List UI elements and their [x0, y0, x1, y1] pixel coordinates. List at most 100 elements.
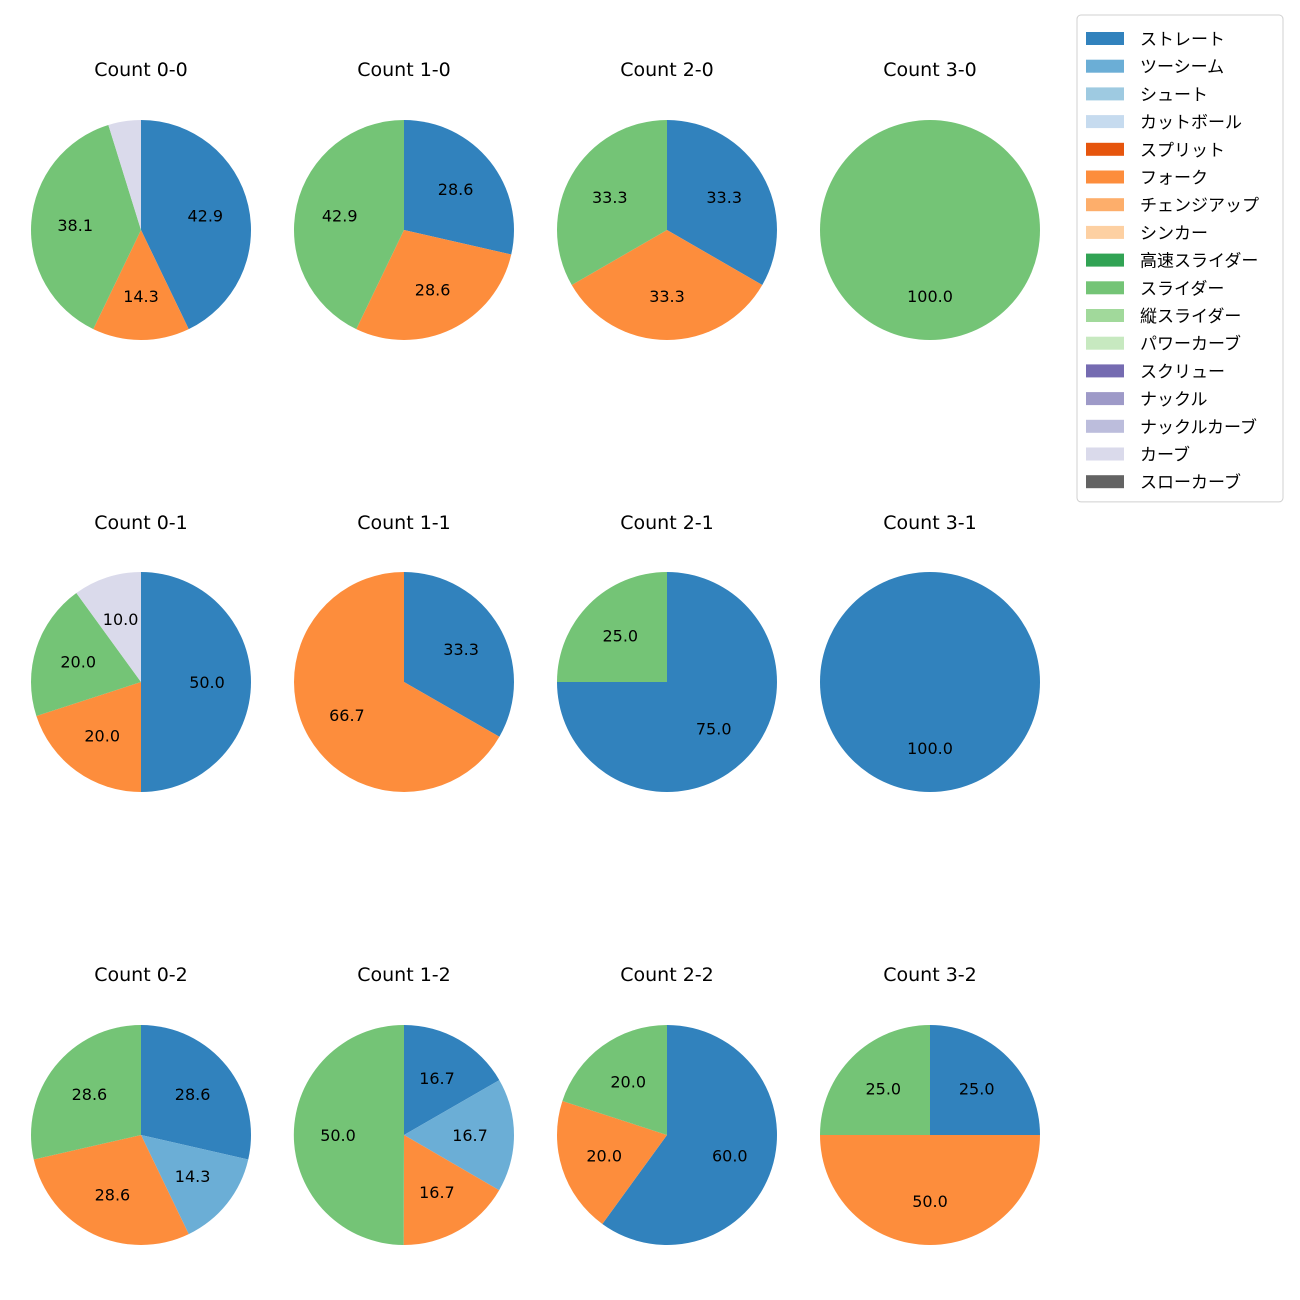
- legend-swatch: [1086, 309, 1124, 322]
- pie-slice: [356, 230, 512, 341]
- legend-swatch: [1086, 253, 1124, 267]
- legend-label: パワーカーブ: [1140, 334, 1241, 355]
- pie-slice: [141, 1025, 251, 1160]
- legend-label: スローカーブ: [1140, 472, 1241, 493]
- legend-swatch: [1086, 87, 1124, 101]
- pie-count-1-2: Count 1-2 16.7 16.7 16.7 50.0: [293, 964, 515, 1246]
- pie-slice: [404, 572, 515, 737]
- slice-label: 33.3: [443, 640, 479, 659]
- pie-title: Count 0-2: [94, 964, 188, 986]
- pie-slice: [293, 120, 404, 330]
- legend-item: シンカー: [1086, 224, 1208, 244]
- pie-slice: [820, 120, 1040, 340]
- pie-count-2-1: Count 2-1 75.0 25.0: [557, 512, 777, 792]
- pie-slice: [30, 593, 142, 716]
- slice-label: 33.3: [649, 287, 685, 306]
- pie-slice: [562, 1025, 667, 1135]
- legend-item: カーブ: [1086, 445, 1190, 466]
- legend-swatch: [1086, 392, 1124, 406]
- pie-slice: [820, 1025, 930, 1135]
- pie-slice: [820, 572, 1040, 792]
- legend-label: ナックル: [1140, 390, 1208, 410]
- legend-item: ナックル: [1086, 390, 1208, 410]
- pie-slice: [557, 120, 667, 285]
- pie-slice: [76, 572, 141, 682]
- slice-label: 20.0: [610, 1073, 646, 1092]
- slice-label: 16.7: [419, 1183, 455, 1202]
- pie-count-2-0: Count 2-0 33.3 33.3 33.3: [557, 59, 777, 340]
- pie-title: Count 3-2: [883, 964, 977, 986]
- slice-label: 50.0: [912, 1192, 948, 1211]
- legend-label: スクリュー: [1140, 362, 1225, 382]
- pie-slice: [141, 572, 251, 792]
- slice-label: 25.0: [865, 1079, 901, 1098]
- slice-label: 42.9: [187, 206, 223, 225]
- pie-slice: [571, 230, 763, 340]
- slice-label: 38.1: [57, 216, 93, 235]
- legend-item: スローカーブ: [1086, 472, 1241, 493]
- legend-swatch: [1086, 115, 1124, 129]
- legend: ストレートツーシームシュートカットボールスプリットフォークチェンジアップシンカー…: [1076, 14, 1284, 503]
- legend-label: チェンジアップ: [1140, 196, 1259, 216]
- legend-label: カットボール: [1140, 113, 1242, 133]
- pie-count-3-0: Count 3-0 100.0: [820, 59, 1040, 340]
- slice-label: 50.0: [320, 1126, 356, 1145]
- pie-slice: [93, 230, 189, 341]
- legend-swatch: [1086, 364, 1124, 378]
- slice-label: 28.6: [95, 1186, 131, 1205]
- legend-label: フォーク: [1140, 169, 1208, 189]
- pie-slice: [930, 1025, 1040, 1135]
- legend-item: チェンジアップ: [1086, 196, 1259, 216]
- slice-label: 25.0: [602, 626, 638, 645]
- pie-slice: [404, 120, 514, 255]
- pie-count-3-1: Count 3-1 100.0: [820, 512, 1040, 792]
- pie-count-0-2: Count 0-2 28.6 14.3 28.6 28.6: [31, 964, 251, 1246]
- pie-title: Count 1-1: [357, 512, 451, 534]
- legend-swatch: [1086, 59, 1124, 73]
- slice-label: 14.3: [175, 1167, 211, 1186]
- pie-slice: [403, 1135, 500, 1246]
- legend-item: ストレート: [1086, 30, 1225, 50]
- legend-label: 高速スライダー: [1140, 252, 1258, 272]
- pie-slice: [557, 572, 667, 682]
- legend-item: 縦スライダー: [1086, 307, 1241, 327]
- pie-slice: [294, 572, 500, 792]
- slice-label: 25.0: [959, 1079, 995, 1098]
- legend-item: スプリット: [1086, 141, 1225, 161]
- legend-swatch: [1086, 198, 1124, 212]
- pie-title: Count 3-1: [883, 512, 977, 534]
- slice-label: 20.0: [84, 726, 120, 745]
- pie-title: Count 2-0: [620, 59, 714, 81]
- pie-slice: [404, 1080, 515, 1191]
- slice-label: 20.0: [60, 653, 96, 672]
- legend-label: カーブ: [1140, 445, 1190, 466]
- legend-item: カットボール: [1086, 113, 1242, 133]
- legend-item: 高速スライダー: [1086, 252, 1258, 272]
- pie-slice: [141, 119, 252, 330]
- legend-swatch: [1086, 281, 1124, 295]
- legend-label: ツーシーム: [1140, 58, 1224, 78]
- pie-slice: [556, 1101, 667, 1224]
- legend-label: シンカー: [1140, 224, 1208, 244]
- pie-slice: [108, 120, 141, 230]
- pie-slice: [667, 120, 777, 285]
- pie-slice: [602, 1025, 777, 1245]
- legend-item: シュート: [1086, 85, 1208, 105]
- slice-label: 28.6: [72, 1085, 108, 1104]
- slice-label: 50.0: [189, 673, 225, 692]
- pie-slice: [31, 1025, 142, 1160]
- legend-swatch: [1086, 142, 1124, 156]
- legend-label: スプリット: [1140, 141, 1225, 161]
- slice-label: 20.0: [586, 1146, 622, 1165]
- pie-count-1-0: Count 1-0 28.6 28.6 42.9: [293, 59, 514, 341]
- slice-label: 75.0: [696, 720, 732, 739]
- slice-label: 100.0: [907, 287, 953, 306]
- pie-title: Count 0-0: [94, 59, 188, 81]
- pie-title: Count 1-2: [357, 964, 451, 986]
- slice-label: 33.3: [592, 188, 628, 207]
- legend-frame: [1076, 14, 1284, 503]
- slice-label: 28.6: [438, 180, 474, 199]
- legend-label: シュート: [1140, 85, 1208, 105]
- slice-label: 16.7: [419, 1069, 455, 1088]
- legend-swatch: [1086, 447, 1124, 461]
